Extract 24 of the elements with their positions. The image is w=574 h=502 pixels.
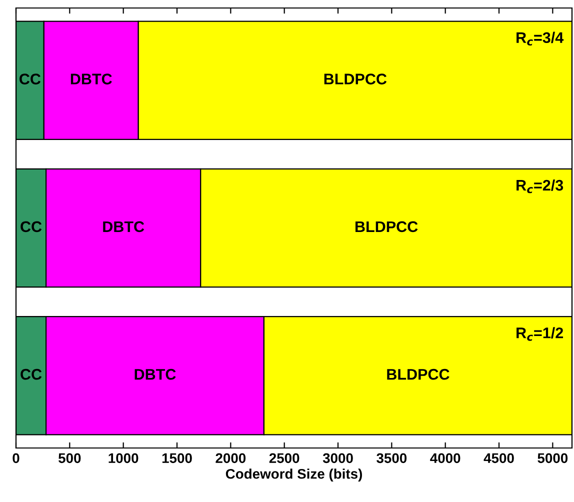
text: BLDPCC xyxy=(387,368,450,380)
x-tick-label: 500 xyxy=(58,453,81,464)
x-tick-label: 1500 xyxy=(162,453,192,464)
x-tick-label: 3000 xyxy=(322,453,353,464)
series-label: CC xyxy=(20,74,41,84)
x-axis-title: Codeword Size (bits) xyxy=(226,468,362,482)
text: DBTC xyxy=(134,368,176,380)
text: DBTC xyxy=(103,221,144,232)
x-tick-label: 1000 xyxy=(108,453,138,464)
x-tick-label: 4000 xyxy=(430,453,460,464)
annotation: R$_{c}$=3/4 xyxy=(516,32,564,46)
series-label: DBTC xyxy=(70,74,112,84)
text: CC xyxy=(20,221,42,232)
x-tick-label: 4500 xyxy=(484,453,514,464)
x-tick-label: 2000 xyxy=(216,453,246,464)
series-label: BLDPCC xyxy=(324,74,387,84)
text: BLDPCC xyxy=(356,221,418,232)
text: CC xyxy=(20,368,42,380)
x-tick-label: 2500 xyxy=(269,453,300,464)
x-tick-label: 0 xyxy=(12,453,20,464)
annotation: R$_{c}$=1/2 xyxy=(516,327,564,341)
annotation: R$_{c}$=2/3 xyxy=(516,179,564,194)
x-tick-label: 5000 xyxy=(538,453,568,464)
x-tick-label: 3500 xyxy=(376,453,407,464)
